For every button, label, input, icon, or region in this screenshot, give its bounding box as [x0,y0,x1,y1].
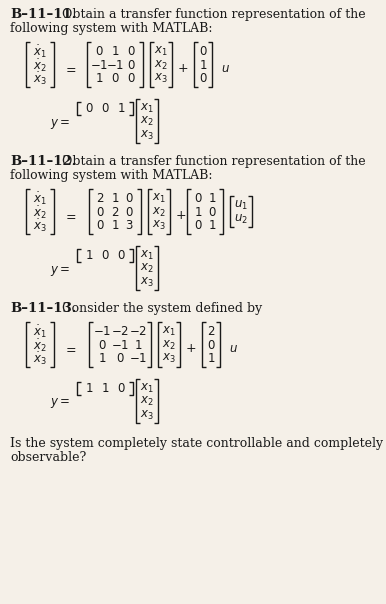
Text: $u_2$: $u_2$ [234,213,248,225]
Text: $x_2$: $x_2$ [162,339,176,352]
Text: $-1$: $-1$ [93,325,111,338]
Text: $1$: $1$ [111,219,119,233]
Text: $x_1$: $x_1$ [162,325,176,338]
Text: $2$: $2$ [96,192,105,205]
Text: $\dot{x}_1$: $\dot{x}_1$ [33,324,47,340]
Text: $\dot{x}_3$: $\dot{x}_3$ [33,350,47,367]
Text: $0$: $0$ [127,59,135,72]
Text: $x_1$: $x_1$ [140,382,154,395]
Text: $0$: $0$ [101,102,109,115]
Text: $1$: $1$ [85,382,93,395]
Text: $1$: $1$ [199,59,207,72]
Text: $0$: $0$ [116,352,124,365]
Text: $x_1$: $x_1$ [152,192,166,205]
Text: $-1$: $-1$ [90,59,108,72]
Text: $\dot{x}_2$: $\dot{x}_2$ [33,337,47,353]
Text: $1$: $1$ [208,219,216,233]
Text: $1$: $1$ [111,192,119,205]
Text: $x_3$: $x_3$ [152,219,166,233]
Text: $x_1$: $x_1$ [140,249,154,262]
Text: $0$: $0$ [194,219,202,233]
Text: $1$: $1$ [207,352,215,365]
Text: $0$: $0$ [125,192,134,205]
Text: $0$: $0$ [111,72,119,85]
Text: $x_2$: $x_2$ [140,395,154,408]
Text: $x_1$: $x_1$ [140,101,154,115]
Text: $x_2$: $x_2$ [140,262,154,275]
Text: $u_1$: $u_1$ [234,199,248,212]
Text: $1$: $1$ [117,102,125,115]
Text: $x_3$: $x_3$ [162,352,176,365]
Text: $\dot{x}_3$: $\dot{x}_3$ [33,71,47,87]
Text: $\dot{x}_3$: $\dot{x}_3$ [33,217,47,234]
Text: $0$: $0$ [117,249,125,262]
Text: $0$: $0$ [208,206,216,219]
Text: $u$: $u$ [229,342,238,355]
Text: $y = $: $y = $ [50,396,70,411]
Text: $\dot{x}_2$: $\dot{x}_2$ [33,204,47,220]
Text: observable?: observable? [10,451,86,464]
Text: $=$: $=$ [63,209,77,222]
Text: $1$: $1$ [134,339,142,352]
Text: Consider the system defined by: Consider the system defined by [62,302,262,315]
Text: $x_3$: $x_3$ [140,129,154,142]
Text: $-1$: $-1$ [106,59,124,72]
Text: B–11–13.: B–11–13. [10,302,76,315]
Text: $u$: $u$ [221,62,230,75]
Text: $-1$: $-1$ [111,339,129,352]
Text: B–11–11.: B–11–11. [10,8,76,21]
Text: Obtain a transfer function representation of the: Obtain a transfer function representatio… [62,155,366,168]
Text: $0$: $0$ [194,192,202,205]
Text: $=$: $=$ [63,342,77,355]
Text: $1$: $1$ [101,382,109,395]
Text: $1$: $1$ [85,249,93,262]
Text: $0$: $0$ [127,72,135,85]
Text: $+$: $+$ [178,62,189,75]
Text: B–11–12.: B–11–12. [10,155,76,168]
Text: $3$: $3$ [125,219,134,233]
Text: $\dot{x}_2$: $\dot{x}_2$ [33,57,47,74]
Text: $0$: $0$ [85,102,93,115]
Text: $0$: $0$ [96,219,105,233]
Text: $y = $: $y = $ [50,263,70,277]
Text: $x_2$: $x_2$ [154,59,168,72]
Text: $1$: $1$ [95,72,103,85]
Text: following system with MATLAB:: following system with MATLAB: [10,22,213,35]
Text: $0$: $0$ [95,45,103,58]
Text: $-1$: $-1$ [129,352,147,365]
Text: $0$: $0$ [117,382,125,395]
Text: $1$: $1$ [111,45,119,58]
Text: $x_3$: $x_3$ [154,72,168,85]
Text: $0$: $0$ [125,206,134,219]
Text: $0$: $0$ [199,72,207,85]
Text: $1$: $1$ [208,192,216,205]
Text: $\dot{x}_1$: $\dot{x}_1$ [33,190,47,207]
Text: Obtain a transfer function representation of the: Obtain a transfer function representatio… [62,8,366,21]
Text: $+$: $+$ [185,342,196,355]
Text: $x_3$: $x_3$ [140,409,154,422]
Text: $x_2$: $x_2$ [152,206,166,219]
Text: $-2$: $-2$ [129,325,147,338]
Text: $2$: $2$ [111,206,119,219]
Text: $1$: $1$ [194,206,202,219]
Text: $2$: $2$ [207,325,215,338]
Text: $x_1$: $x_1$ [154,45,168,59]
Text: $-2$: $-2$ [111,325,129,338]
Text: $+$: $+$ [175,209,186,222]
Text: Is the system completely state controllable and completely: Is the system completely state controlla… [10,437,383,450]
Text: $0$: $0$ [96,206,105,219]
Text: $=$: $=$ [63,62,77,75]
Text: $y = $: $y = $ [50,117,70,130]
Text: $x_2$: $x_2$ [140,115,154,128]
Text: following system with MATLAB:: following system with MATLAB: [10,169,213,182]
Text: $0$: $0$ [98,339,106,352]
Text: $\dot{x}_1$: $\dot{x}_1$ [33,43,47,60]
Text: $1$: $1$ [98,352,106,365]
Text: $0$: $0$ [207,339,215,352]
Text: $0$: $0$ [199,45,207,58]
Text: $0$: $0$ [101,249,109,262]
Text: $0$: $0$ [127,45,135,58]
Text: $x_3$: $x_3$ [140,275,154,289]
